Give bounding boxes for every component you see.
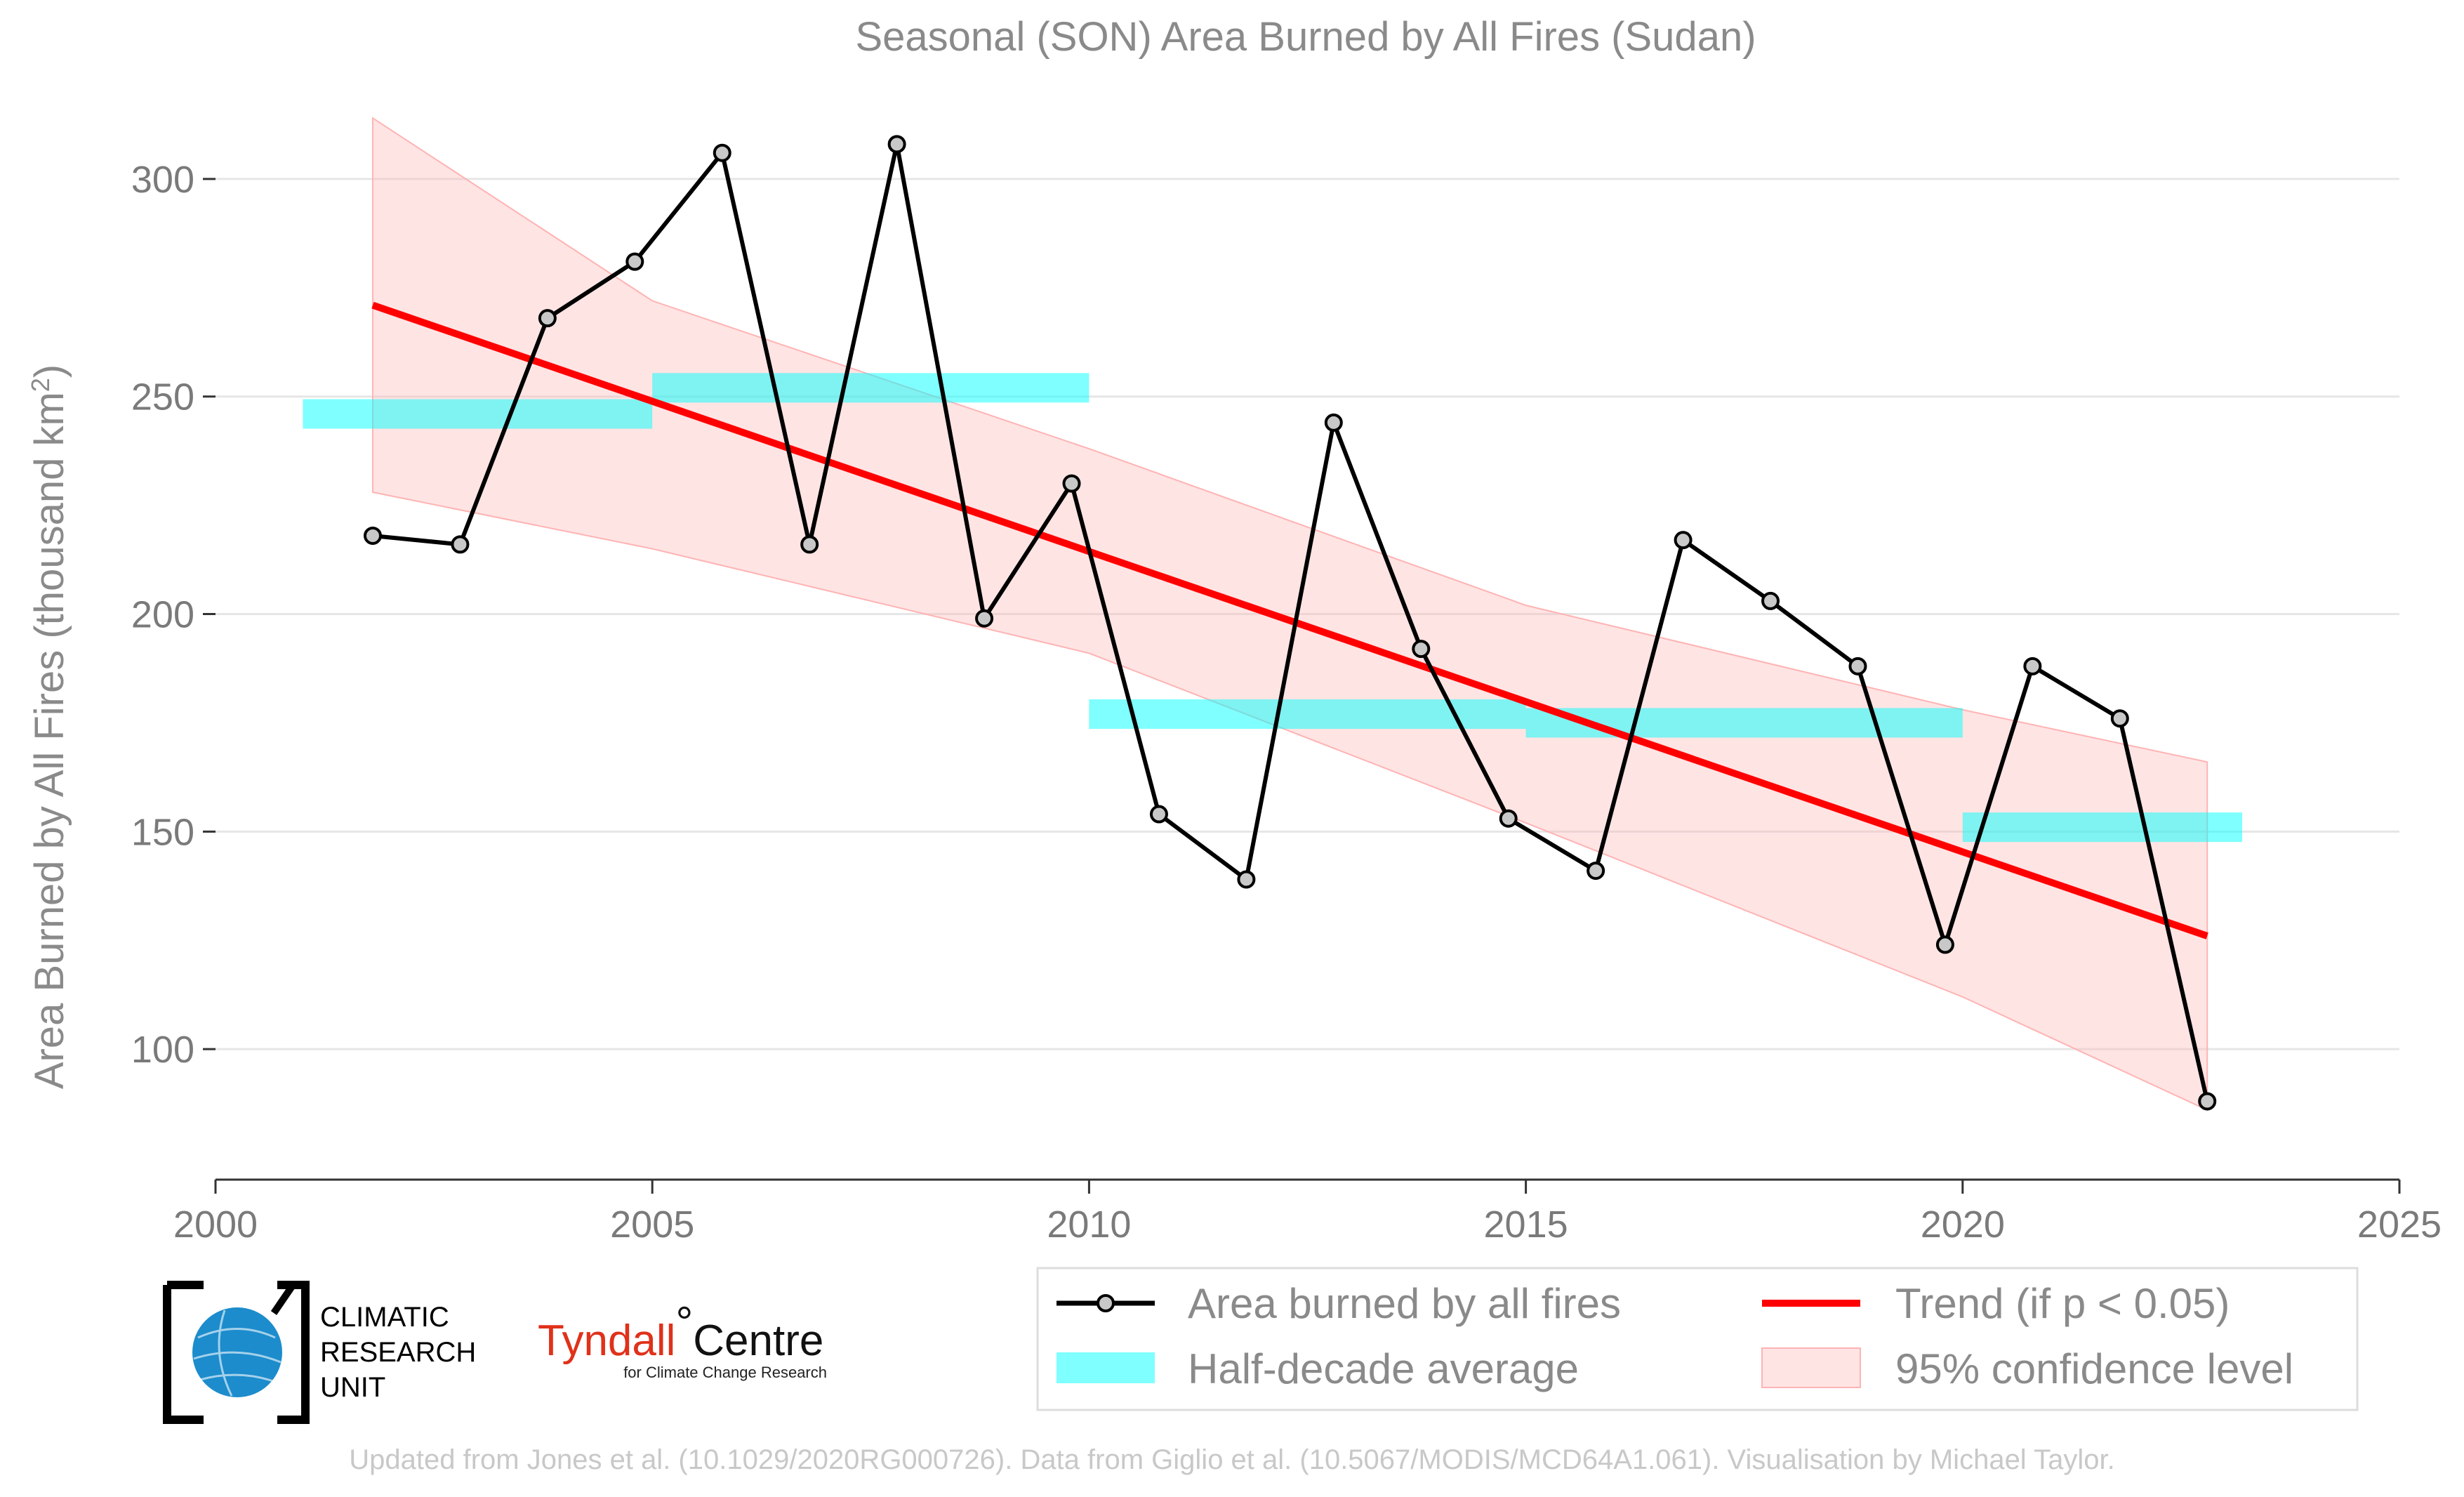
trend-line-group [371,301,2208,939]
legend-area-label: Area burned by all fires [1188,1280,1621,1327]
legend-marker-swatch [1097,1294,1115,1312]
data-point-0 [363,526,382,545]
half-decade-bar-4 [1962,812,2243,843]
data-point-1 [451,535,470,554]
data-point-4 [713,143,731,162]
data-point-14 [1587,862,1605,881]
chart-title: Seasonal (SON) Area Burned by All Fires … [855,14,1756,60]
data-point-2 [538,309,557,328]
half-decade-bar-3 [1525,708,1963,738]
legend-confidence-swatch [1761,1347,1861,1388]
data-point-17 [1848,657,1867,675]
data-point-18 [1935,935,1954,954]
legend: Area burned by all fires Trend (if p < 0… [1036,1267,2359,1411]
data-point-21 [2198,1092,2217,1111]
area-line [372,142,2210,1102]
x-tick-label-2000: 2000 [173,1203,258,1246]
data-point-5 [800,535,819,554]
half-decade-bars [303,373,2243,843]
data-point-8 [1062,474,1081,493]
y-tick-label-300: 300 [131,159,194,201]
data-point-16 [1761,591,1780,610]
data-point-6 [887,135,906,154]
x-tick-label-2005: 2005 [610,1203,694,1246]
data-point-11 [1324,413,1343,432]
area-series [363,135,2217,1111]
x-tick-label-2010: 2010 [1047,1203,1131,1246]
tyndall-logo: Tyndall°Centre for Climate Change Resear… [538,1298,827,1381]
data-point-9 [1149,805,1168,824]
y-tick-label-250: 250 [131,376,194,418]
data-point-3 [625,252,644,271]
tyndall-subtitle: for Climate Change Research [623,1364,827,1381]
data-point-19 [2023,657,2042,675]
half-decade-bar-0 [303,399,653,429]
legend-halfdecade-swatch [1057,1352,1155,1383]
x-tick-label-2025: 2025 [2357,1203,2442,1246]
x-tick-label-2015: 2015 [1484,1203,1568,1246]
y-tick-label-200: 200 [131,594,194,636]
data-point-12 [1412,640,1431,659]
cru-line-2: RESEARCH [320,1337,476,1368]
data-point-20 [2110,709,2129,728]
half-decade-bar-1 [652,373,1089,403]
legend-halfdecade-label: Half-decade average [1188,1345,1579,1392]
data-point-7 [975,609,994,628]
y-tick-label-150: 150 [131,811,194,853]
legend-trend-label: Trend (if p < 0.05) [1895,1280,2230,1327]
trend-line [371,301,2208,939]
axes: 100 150 200 250 300 2000 2005 2010 2015 2020 2025 [131,159,2442,1246]
legend-box [1036,1267,2359,1411]
cru-line-3: UNIT [320,1372,385,1403]
data-point-15 [1674,531,1693,550]
cru-logo: CLIMATIC RESEARCH UNIT [163,1281,476,1424]
data-point-13 [1499,809,1518,828]
data-point-10 [1237,870,1256,889]
x-tick-label-2020: 2020 [1921,1203,2005,1246]
y-tick-label-100: 100 [131,1029,194,1071]
cru-line-1: CLIMATIC [320,1302,449,1333]
legend-confidence-label: 95% confidence level [1895,1345,2293,1392]
credit-text: Updated from Jones et al. (10.1029/2020R… [349,1444,2114,1475]
tyndall-wordmark: Tyndall°Centre [538,1298,823,1365]
y-axis-label: Area Burned by All Fires (thousand km2) [26,364,73,1089]
